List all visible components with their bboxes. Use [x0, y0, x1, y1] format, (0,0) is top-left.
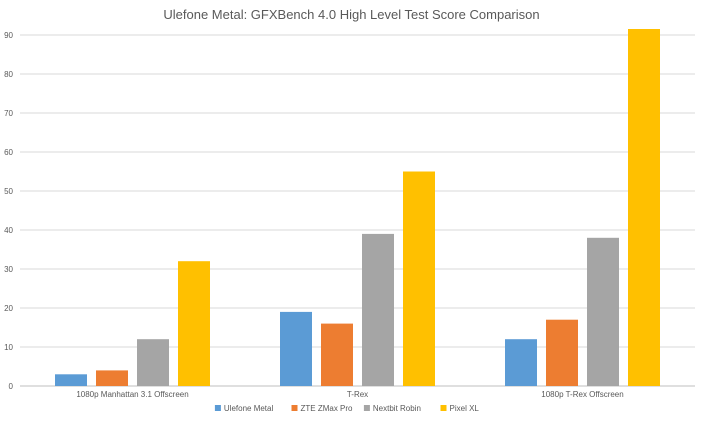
- y-tick-label: 10: [4, 343, 13, 352]
- y-tick-label: 20: [4, 304, 13, 313]
- x-axis-categories: 1080p Manhattan 3.1 Offscreen T-Rex 1080p …: [76, 390, 623, 399]
- bar: [362, 233, 394, 386]
- bar: [96, 370, 128, 386]
- x-category-label: 1080p T-Rex Offscreen: [541, 390, 623, 399]
- legend-item: Pixel XL: [440, 404, 480, 413]
- gridlines: [20, 34, 695, 387]
- legend-item: Ulefone Metal: [214, 404, 274, 413]
- legend: Ulefone Metal ZTE ZMax Pro Nextbit Robin Pi…: [214, 404, 480, 413]
- bar: [178, 261, 210, 386]
- legend-item: ZTE ZMax Pro: [291, 404, 354, 413]
- legend-swatch: [363, 405, 370, 411]
- bar: [505, 339, 537, 386]
- chart-title: Ulefone Metal: GFXBench 4.0 High Level T…: [163, 7, 539, 22]
- x-category-label: 1080p Manhattan 3.1 Offscreen: [76, 390, 188, 399]
- legend-swatch: [440, 405, 447, 411]
- bars: [55, 29, 660, 386]
- legend-label: ZTE ZMax Pro: [301, 404, 354, 413]
- y-tick-label: 70: [4, 109, 13, 118]
- bar: [546, 319, 578, 386]
- y-tick-label: 40: [4, 226, 13, 235]
- bar: [55, 374, 87, 386]
- bar: [137, 339, 169, 386]
- legend-item: Nextbit Robin: [363, 404, 421, 413]
- bar: [628, 29, 660, 386]
- bar: [403, 171, 435, 386]
- bar: [587, 237, 619, 386]
- legend-label: Nextbit Robin: [373, 404, 421, 413]
- bar: [280, 311, 312, 386]
- legend-swatch: [214, 405, 221, 411]
- legend-label: Ulefone Metal: [224, 404, 274, 413]
- x-category-label: T-Rex: [347, 390, 368, 399]
- y-tick-label: 50: [4, 187, 13, 196]
- legend-swatch: [291, 405, 298, 411]
- legend-label: Pixel XL: [450, 404, 480, 413]
- y-tick-label: 80: [4, 70, 13, 79]
- y-tick-label: 0: [9, 382, 14, 391]
- y-axis-ticks: 0 10 20 30 40 50 60 70 80 90: [4, 31, 13, 391]
- y-tick-label: 30: [4, 265, 13, 274]
- y-tick-label: 90: [4, 31, 13, 40]
- bar: [321, 323, 353, 386]
- y-tick-label: 60: [4, 148, 13, 157]
